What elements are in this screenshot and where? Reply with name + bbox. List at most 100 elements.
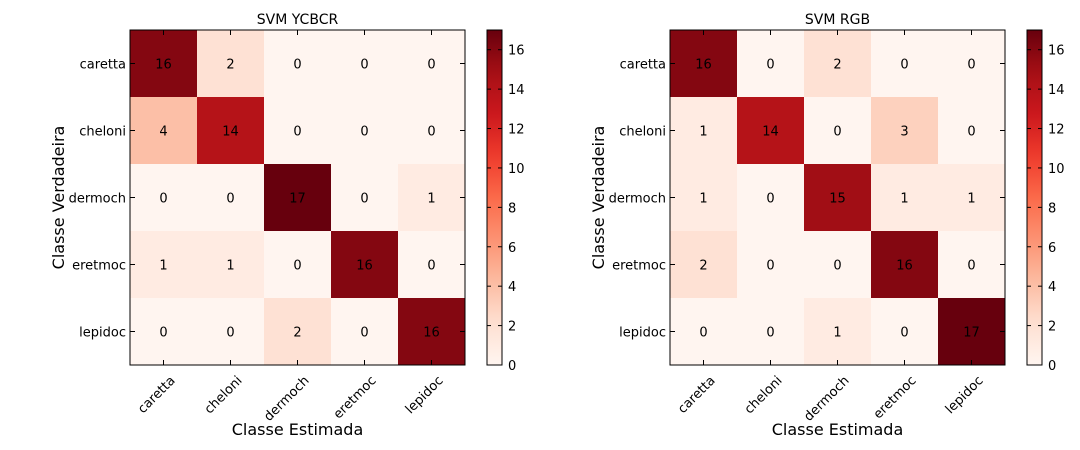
y-tick-label: cheloni	[79, 125, 126, 140]
x-axis-label: Classe Estimada	[232, 420, 364, 439]
heatmap-cell	[871, 298, 938, 365]
heatmap-cell	[130, 30, 197, 97]
cell-value-label: 0	[967, 58, 975, 73]
cell-value-label: 0	[967, 125, 975, 140]
colorbar-tick-label: 12	[1048, 123, 1065, 138]
heatmap-cell	[670, 298, 737, 365]
cell-value-label: 0	[159, 326, 167, 341]
cell-value-label: 0	[699, 326, 707, 341]
heatmap-cell	[264, 164, 331, 231]
colorbar-tick-label: 0	[1048, 359, 1056, 374]
chart-title: SVM YCBCR	[257, 12, 339, 28]
cell-value-label: 2	[833, 58, 841, 73]
heatmap-cell	[871, 231, 938, 298]
y-tick-label: eretmoc	[72, 259, 126, 274]
y-tick-label: cheloni	[619, 125, 666, 140]
heatmap-cell	[938, 231, 1005, 298]
heatmap-cell	[331, 30, 398, 97]
y-tick-label: caretta	[620, 58, 666, 73]
colorbar	[486, 29, 503, 366]
y-tick-label: caretta	[80, 58, 126, 73]
cell-value-label: 0	[360, 58, 368, 73]
heatmap-cell	[331, 97, 398, 164]
cell-value-label: 0	[293, 125, 301, 140]
heatmap-cell	[804, 231, 871, 298]
cell-value-label: 1	[833, 326, 841, 341]
cell-value-label: 1	[900, 192, 908, 207]
cell-value-label: 0	[427, 58, 435, 73]
colorbar-tick-label: 6	[508, 241, 516, 256]
colorbar-tick-label: 2	[1048, 320, 1056, 335]
heatmap-cell	[804, 30, 871, 97]
cell-value-label: 0	[226, 326, 234, 341]
heatmap-cell	[804, 164, 871, 231]
cell-value-label: 1	[699, 192, 707, 207]
cell-value-label: 0	[159, 192, 167, 207]
y-axis-label: Classe Verdadeira	[49, 126, 68, 270]
cell-value-label: 17	[963, 326, 980, 341]
heatmap-cell	[264, 231, 331, 298]
heatmap-cell	[197, 97, 264, 164]
x-axis-label: Classe Estimada	[772, 420, 904, 439]
heatmap-cell	[938, 298, 1005, 365]
heatmap-cell	[130, 164, 197, 231]
colorbar-tick-label: 6	[1048, 241, 1056, 256]
colorbar-tick-label: 4	[1048, 280, 1056, 295]
heatmap-cell	[737, 164, 804, 231]
cell-value-label: 15	[829, 192, 846, 207]
cell-value-label: 3	[900, 125, 908, 140]
cell-value-label: 1	[699, 125, 707, 140]
x-tick-label: caretta	[135, 373, 178, 416]
x-tick-label: lepidoc	[943, 373, 987, 417]
y-tick-label: lepidoc	[79, 326, 126, 341]
colorbar	[1026, 29, 1043, 366]
colorbar-tick-label: 14	[1048, 83, 1065, 98]
heatmap-cell	[871, 30, 938, 97]
heatmap-cell	[130, 97, 197, 164]
y-axis-label: Classe Verdadeira	[589, 126, 608, 270]
heatmap-cell	[197, 164, 264, 231]
heatmap-cell	[670, 97, 737, 164]
cell-value-label: 17	[289, 192, 306, 207]
cell-value-label: 14	[762, 125, 779, 140]
heatmap-cell	[871, 164, 938, 231]
colorbar-tick-label: 12	[508, 123, 525, 138]
heatmap-cell	[938, 164, 1005, 231]
heatmap-cell	[398, 97, 465, 164]
heatmap-cell	[871, 97, 938, 164]
cell-value-label: 0	[766, 326, 774, 341]
x-tick-label: cheloni	[202, 373, 246, 417]
heatmap-cell	[398, 298, 465, 365]
y-tick-label: eretmoc	[612, 259, 666, 274]
heatmap-cell	[737, 30, 804, 97]
x-tick-label: eretmoc	[871, 373, 920, 422]
colorbar-tick-label: 8	[508, 201, 516, 216]
colorbar-tick-label: 10	[508, 162, 525, 177]
x-tick-label: dermoch	[801, 373, 852, 424]
heatmap-cell	[938, 97, 1005, 164]
cell-value-label: 0	[833, 259, 841, 274]
heatmap-cell	[264, 298, 331, 365]
cell-value-label: 1	[226, 259, 234, 274]
colorbar-tick-label: 16	[508, 44, 525, 59]
heatmap-cell	[197, 298, 264, 365]
cell-value-label: 16	[695, 58, 712, 73]
heatmap-cell	[737, 298, 804, 365]
heatmap-cell	[331, 298, 398, 365]
cell-value-label: 16	[155, 58, 172, 73]
heatmap-cell	[197, 30, 264, 97]
colorbar-tick-label: 2	[508, 320, 516, 335]
heatmap-cell	[804, 298, 871, 365]
chart-title: SVM RGB	[805, 12, 870, 28]
heatmap-cell	[130, 231, 197, 298]
heatmap-cell	[938, 30, 1005, 97]
colorbar-tick-label: 4	[508, 280, 516, 295]
cell-value-label: 0	[900, 326, 908, 341]
heatmap-cell	[398, 30, 465, 97]
heatmap-cell	[197, 231, 264, 298]
heatmap-cell	[737, 231, 804, 298]
heatmap-cell	[398, 231, 465, 298]
cell-value-label: 0	[833, 125, 841, 140]
cell-value-label: 16	[423, 326, 440, 341]
